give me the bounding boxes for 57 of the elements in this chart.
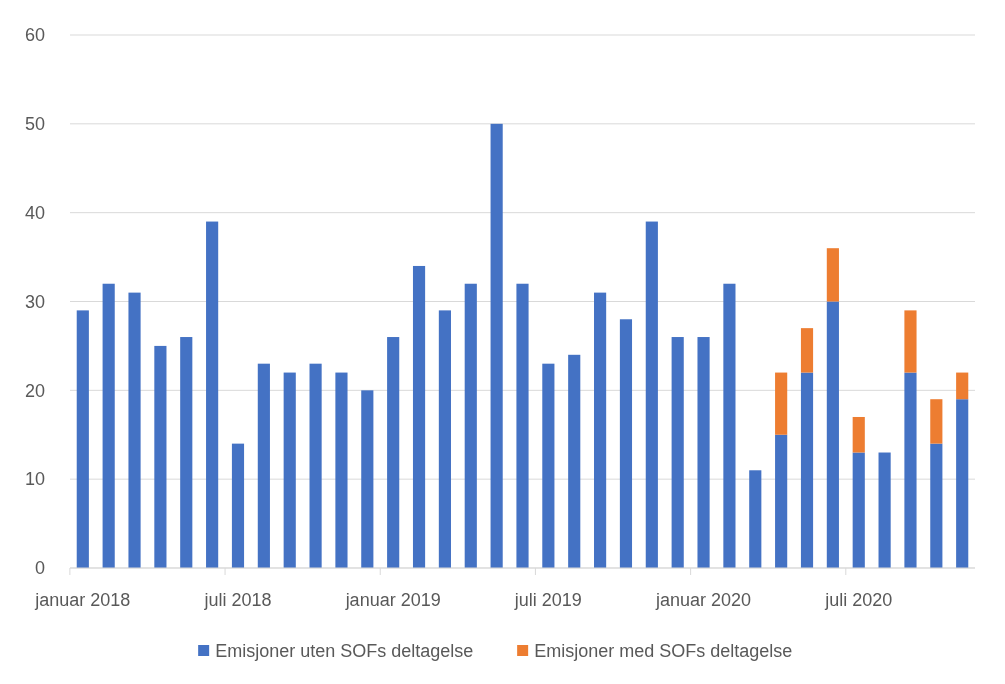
x-tick-label: juli 2018 — [203, 590, 272, 610]
bar — [231, 443, 245, 568]
y-tick-label: 60 — [24, 25, 45, 46]
bar — [852, 416, 865, 453]
legend-label: Emisjoner uten SOFs deltagelse — [215, 641, 474, 662]
x-tick-label: januar 2019 — [344, 590, 441, 610]
y-tick-label: 30 — [24, 291, 45, 312]
x-tick-label: januar 2020 — [655, 590, 752, 610]
bar — [154, 345, 167, 568]
bar — [464, 283, 477, 568]
x-tick-label: januar 2018 — [34, 590, 131, 610]
bar — [257, 363, 270, 568]
legend-label: Emisjoner med SOFs deltagelse — [534, 641, 793, 662]
bar — [102, 283, 115, 568]
bar — [956, 399, 969, 568]
bar — [697, 337, 710, 568]
bar — [206, 221, 219, 568]
bar — [180, 337, 193, 568]
bar — [723, 283, 736, 568]
bar — [387, 337, 400, 568]
bar — [904, 310, 917, 373]
y-tick-label: 40 — [24, 202, 45, 223]
bar — [568, 354, 581, 568]
y-tick-label: 0 — [34, 558, 45, 579]
bar — [800, 372, 814, 568]
bar — [930, 399, 943, 444]
bar — [671, 337, 684, 568]
x-tick-label: juli 2019 — [513, 590, 582, 610]
y-tick-label: 50 — [24, 114, 45, 135]
bar — [361, 390, 374, 568]
bar — [516, 283, 529, 568]
bar — [594, 292, 607, 568]
bar — [930, 443, 943, 568]
bar — [335, 372, 348, 568]
y-tick-label: 20 — [24, 380, 45, 401]
bar — [128, 292, 141, 568]
bar — [775, 434, 788, 568]
bar — [490, 123, 503, 568]
bar — [826, 248, 839, 302]
bar — [852, 452, 865, 568]
bar — [309, 363, 322, 568]
bar — [826, 301, 839, 568]
bar — [775, 372, 788, 435]
bar — [283, 372, 296, 568]
bar — [619, 319, 633, 568]
bar — [878, 452, 891, 568]
bar — [438, 310, 451, 568]
bar — [76, 310, 89, 568]
bar — [904, 372, 917, 568]
bar — [412, 265, 426, 568]
bar — [956, 372, 969, 400]
x-tick-label: juli 2020 — [824, 590, 893, 610]
bar — [800, 328, 814, 373]
bar — [542, 363, 555, 568]
bar — [645, 221, 658, 568]
bar — [749, 470, 762, 568]
y-tick-label: 10 — [24, 469, 45, 490]
